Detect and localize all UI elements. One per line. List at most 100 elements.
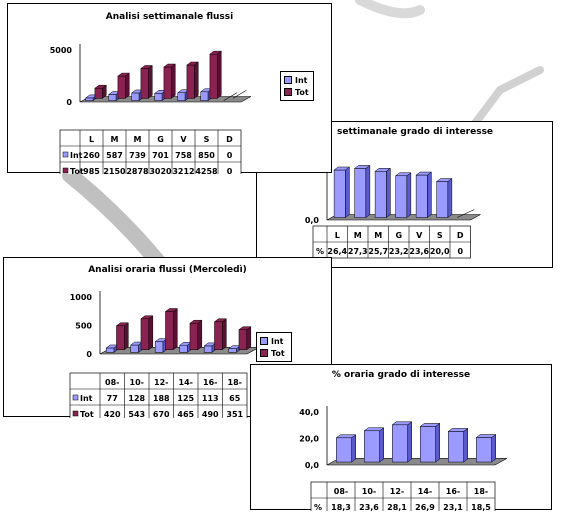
chart-weekly-interest: 0,0 20,0L M M G V S D%26,427,325,723,223,620,0 0	[299, 142, 481, 259]
category-label: 12-	[154, 378, 168, 387]
data-label: 18,5	[471, 503, 491, 511]
bar-tot-6	[232, 90, 247, 99]
bar-side	[491, 434, 496, 463]
bar-pct-6	[456, 209, 475, 218]
bar-tot-5	[209, 50, 223, 99]
bar-top	[140, 315, 154, 320]
category-label: S	[437, 231, 443, 240]
table-series-name: %	[316, 247, 324, 256]
y-tick-label: 40,0	[299, 408, 319, 417]
data-label: 28,1	[387, 503, 407, 511]
data-label: 985	[83, 167, 100, 174]
data-table-frame	[310, 481, 496, 511]
data-label: 490	[202, 410, 219, 418]
bar-pct-3	[394, 172, 412, 219]
category-label: M	[134, 135, 142, 144]
category-label: M	[111, 135, 119, 144]
bar-zero	[232, 90, 247, 99]
category-label: 14-	[179, 378, 193, 387]
data-label: 351	[226, 410, 243, 418]
bar-top	[115, 322, 130, 327]
data-table-frame	[69, 372, 248, 418]
chart-weekly-flows: 0 5000 L M M G V S D Int 260 587 739 701 758 850 0 Tot 985…	[50, 44, 252, 174]
bar-tot-1	[117, 72, 131, 99]
bar-face	[117, 75, 126, 99]
bar-face	[336, 437, 352, 463]
bar-top	[435, 178, 453, 182]
data-label: 23,6	[359, 503, 379, 511]
bar-face	[333, 169, 346, 218]
data-table-frame	[59, 129, 242, 174]
category-label: D	[457, 231, 464, 240]
bar-pct-1	[353, 164, 371, 219]
data-label: 739	[129, 151, 146, 160]
bar-side	[148, 64, 153, 99]
bar-tot-2	[164, 308, 179, 351]
bar-top	[475, 434, 497, 438]
data-label: 65	[229, 394, 241, 403]
category-label: L	[89, 135, 94, 144]
data-table: 08- 10- 12- 14- 16- 18-% 18,3 23,6 28,1 26,9 23,1 1…	[310, 481, 496, 511]
bar-top	[415, 171, 433, 176]
bar-top	[391, 421, 413, 426]
bar-tot-4	[186, 61, 200, 99]
bar-tot-2	[140, 64, 154, 99]
category-label: M	[374, 231, 382, 240]
bar-side	[124, 322, 129, 351]
y-tick-label: 0	[66, 98, 72, 107]
bar-tot-3	[189, 319, 203, 351]
table-series-swatch	[72, 410, 79, 417]
chart-title-hourly-interest: % oraria grado di interesse	[331, 370, 471, 380]
bar-pct-4	[415, 171, 433, 219]
table-series-name: Int	[70, 151, 83, 160]
bar-pct-0	[333, 166, 351, 219]
bar-side	[365, 164, 371, 219]
bar-top	[333, 166, 351, 171]
data-label: 26,4	[327, 247, 347, 256]
data-label: 20,0	[430, 247, 450, 256]
bar-face	[448, 431, 464, 463]
category-label: 14-	[418, 487, 432, 496]
category-label: L	[335, 231, 340, 240]
data-label: 23,2	[389, 247, 409, 256]
legend-label-int: Int	[271, 336, 284, 346]
data-label: 701	[152, 151, 169, 160]
legend-hourly-flows: Int Tot	[256, 332, 292, 362]
bar-face	[105, 347, 115, 353]
bar-face	[395, 175, 408, 218]
panel-weekly-flows: 0 5000 L M M G V S D Int 260 587 739 701 758 850 0 Tot 985…	[7, 3, 332, 174]
bar-face	[179, 344, 188, 353]
legend-swatch-int	[260, 337, 268, 345]
chart-title-hourly-flows: Analisi oraria flussi (Mercoledì)	[88, 265, 247, 275]
data-label: 2878	[126, 167, 149, 174]
data-label: 3212	[172, 167, 194, 174]
bar-face	[214, 321, 223, 350]
bar-side	[386, 167, 391, 219]
bar-top	[186, 61, 200, 66]
bar-pct-4	[447, 427, 469, 463]
panel-hourly-interest: 0,0 20,0 40,0 08- 10- 12- 14- 16- 18-% 18,3 23,6 28…	[250, 364, 552, 511]
bar-side	[463, 427, 468, 463]
legend-label-tot: Tot	[271, 348, 285, 358]
data-label: 23,6	[409, 247, 429, 256]
data-label: 2150	[103, 167, 126, 174]
bar-side	[351, 434, 356, 463]
table-series-swatch	[72, 394, 79, 401]
bar-side	[222, 318, 227, 351]
chart-title-weekly-interest: settimanale grado di interesse	[337, 127, 494, 137]
category-label: D	[226, 135, 233, 144]
bar-int-6	[223, 92, 238, 101]
bar-side	[125, 72, 130, 99]
bar-top	[164, 308, 179, 312]
category-label: 10-	[130, 378, 144, 387]
data-label: 27,3	[348, 247, 368, 256]
bar-face	[163, 66, 172, 99]
table-series-name: Tot	[80, 410, 94, 418]
bar-tot-0	[115, 322, 130, 351]
category-label: 12-	[390, 487, 404, 496]
y-tick-label: 500	[75, 322, 92, 331]
bar-face	[200, 91, 209, 101]
bar-face	[130, 344, 139, 353]
legend-label-tot: Tot	[295, 87, 309, 97]
bar-side	[435, 422, 440, 463]
